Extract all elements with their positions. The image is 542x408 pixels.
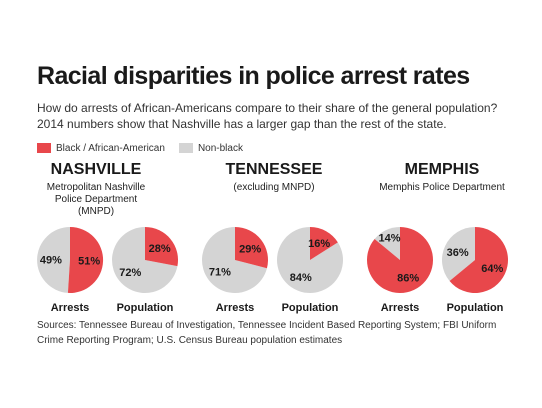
pie-value-nonblack-memphis-population: 36% (447, 247, 469, 259)
legend-item-black: Black / African-American (37, 143, 165, 154)
pie-slice-nonblack-tennessee-population (276, 227, 343, 293)
pie-label-nashville-arrests: Arrests (51, 302, 90, 314)
pie-label-memphis-population: Population (447, 302, 504, 314)
pie-value-black-memphis-population: 64% (481, 263, 503, 275)
region-subtitle-tennessee: (excluding MNPD) (233, 182, 315, 193)
pie-tennessee-arrests: 29% 71% Arrests (201, 226, 268, 314)
pie-value-nonblack-memphis-arrests: 14% (378, 233, 400, 245)
region-title-nashville: NASHVILLE (50, 161, 142, 178)
pie-slice-black-nashville-arrests (67, 226, 104, 293)
legend-swatch-black (37, 143, 51, 153)
pie-memphis-arrests: 86% 14% Arrests (367, 227, 434, 314)
legend-label-nonblack: Non-black (197, 142, 243, 154)
pie-nashville-arrests: 51% 49% Arrests (37, 226, 104, 314)
pie-value-black-tennessee-arrests: 29% (239, 243, 261, 255)
pie-value-nonblack-tennessee-arrests: 71% (209, 267, 231, 279)
pie-value-black-nashville-population: 28% (149, 243, 171, 255)
legend: Black / African-American Non-black (37, 141, 257, 155)
chart-subtitle: How do arrests of African-Americans comp… (37, 101, 498, 131)
legend-swatch-nonblack (178, 143, 193, 153)
pie-value-nonblack-nashville-population: 72% (119, 267, 141, 279)
pie-nashville-population: 28% 72% Population (112, 227, 179, 314)
pie-value-black-nashville-arrests: 51% (78, 256, 100, 268)
region-subtitle-memphis: Memphis Police Department (379, 182, 505, 193)
pie-label-nashville-population: Population (117, 302, 174, 314)
pie-slice-nonblack-memphis-arrests (374, 227, 400, 260)
region-title-memphis: MEMPHIS (404, 161, 480, 178)
pie-memphis-population: 64% 36% Population (442, 227, 509, 314)
pie-slice-nonblack-nashville-population (112, 227, 178, 293)
pie-tennessee-population: 16% 84% Population (276, 227, 343, 314)
pie-slice-nonblack-memphis-population (442, 227, 475, 282)
pie-slice-black-tennessee-arrests (235, 227, 268, 269)
pie-slice-nonblack-tennessee-arrests (201, 226, 267, 293)
pie-slice-nonblack-nashville-arrests (37, 227, 70, 293)
legend-label-black: Black / African-American (56, 142, 165, 154)
pie-label-memphis-arrests: Arrests (381, 302, 420, 314)
pie-label-tennessee-population: Population (282, 302, 339, 314)
pie-slice-black-memphis-population (449, 227, 509, 293)
pie-label-tennessee-arrests: Arrests (216, 302, 255, 314)
pie-slice-black-nashville-population (145, 227, 179, 267)
legend-item-nonblack: Non-black (178, 142, 243, 154)
sources-note: Sources: Tennessee Bureau of Investigati… (37, 320, 497, 346)
pie-value-nonblack-nashville-arrests: 49% (40, 254, 62, 266)
pie-slice-black-tennessee-population (310, 227, 338, 260)
region-title-tennessee: TENNESSEE (225, 161, 323, 178)
region-subtitle-nashville: Metropolitan Nashville Police Department… (46, 182, 146, 217)
pie-value-black-memphis-arrests: 86% (397, 272, 419, 284)
pie-value-nonblack-tennessee-population: 84% (290, 272, 312, 284)
chart-title: Racial disparities in police arrest rate… (37, 62, 470, 90)
pie-slice-black-memphis-arrests (367, 227, 434, 293)
pie-value-black-tennessee-population: 16% (308, 238, 330, 250)
